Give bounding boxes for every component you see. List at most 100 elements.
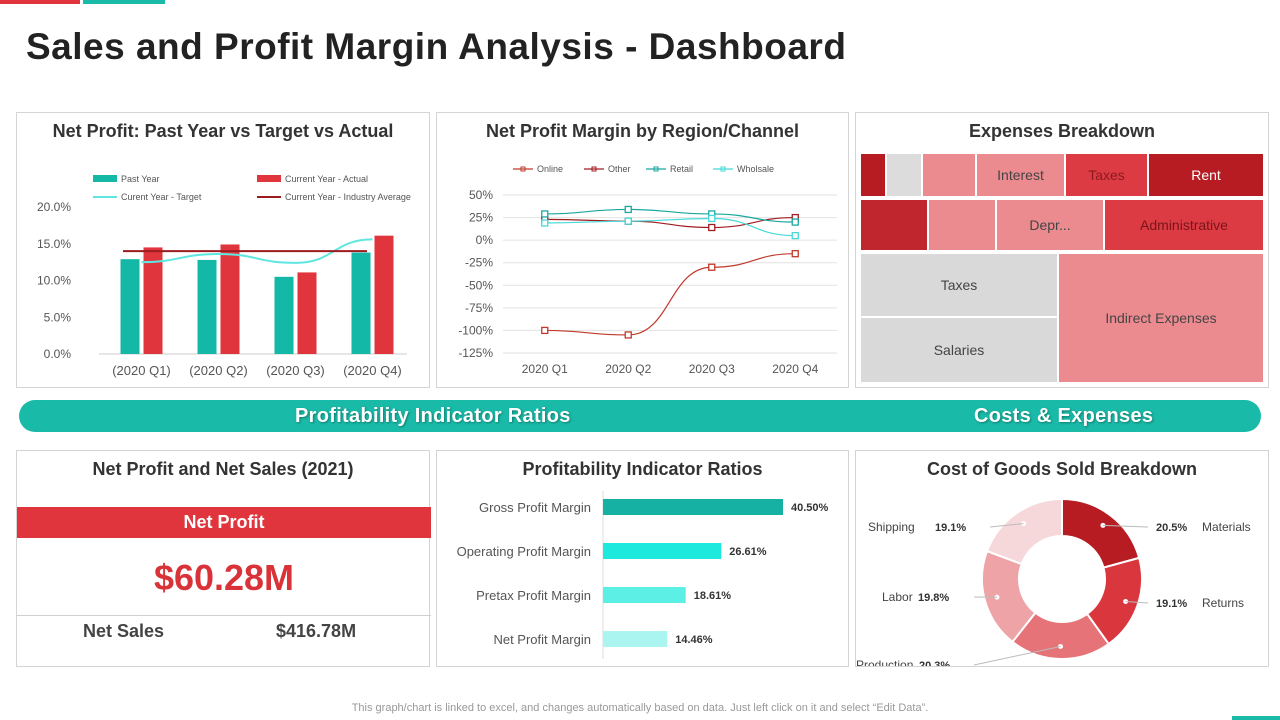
bar-past-year bbox=[274, 276, 294, 354]
data-label: 20.3% bbox=[919, 660, 950, 666]
page-title: Sales and Profit Margin Analysis - Dashb… bbox=[26, 26, 847, 67]
treemap-cell-interest: Interest bbox=[976, 153, 1065, 197]
leader-line-production bbox=[973, 645, 1061, 666]
data-label: 26.61% bbox=[729, 546, 767, 558]
legend-swatch-current-year-actual bbox=[257, 175, 281, 182]
category-label: Operating Profit Margin bbox=[457, 544, 591, 559]
cogs-chart: 20.5% Materials 19.1% Returns Production 20.3… bbox=[856, 497, 1251, 666]
slice-dot-returns bbox=[1123, 599, 1129, 605]
treemap-label-salaries: Salaries bbox=[933, 342, 985, 358]
banner-right-label: Costs & Expenses bbox=[974, 405, 1154, 427]
y-tick-label: 5.0% bbox=[44, 310, 72, 324]
treemap-cell-taxes-top: Taxes bbox=[1065, 153, 1148, 197]
treemap-label-interest: Interest bbox=[997, 167, 1044, 183]
treemap-label-depr: Depr... bbox=[1029, 217, 1071, 233]
slice-materials bbox=[1061, 497, 1141, 569]
slice-label: Labor bbox=[882, 590, 913, 604]
y-tick-label: 50% bbox=[469, 188, 493, 202]
x-tick-label: (2020 Q4) bbox=[343, 363, 402, 378]
legend-marker-online bbox=[520, 166, 526, 172]
y-tick-label: 0% bbox=[476, 233, 494, 247]
treemap-cell-depr: Depr... bbox=[996, 199, 1104, 251]
legend-label-past-year: Past Year bbox=[121, 174, 160, 184]
data-label: 19.8% bbox=[918, 592, 949, 604]
top-accent-teal bbox=[83, 0, 165, 4]
x-tick-label: (2020 Q3) bbox=[266, 363, 325, 378]
treemap-label-taxes-top: Taxes bbox=[1088, 167, 1125, 183]
data-label: 14.46% bbox=[675, 634, 713, 646]
net-sales-card-title: Net Profit and Net Sales (2021) bbox=[92, 459, 354, 479]
category-label: Pretax Profit Margin bbox=[476, 588, 591, 603]
treemap-label-taxes: Taxes bbox=[940, 277, 978, 293]
y-tick-label: -50% bbox=[465, 278, 493, 292]
line-wholsale bbox=[544, 217, 796, 237]
legend-marker-retail bbox=[653, 166, 659, 172]
net-profit-label-bar: Net Profit bbox=[17, 507, 431, 538]
point-retail bbox=[624, 205, 632, 214]
treemap-cell-salaries: Salaries bbox=[860, 317, 1058, 383]
top-accent-red bbox=[0, 0, 80, 4]
slice-dot-materials bbox=[1100, 522, 1106, 528]
point-wholsale bbox=[541, 219, 549, 227]
slice-dot-shipping bbox=[1020, 521, 1026, 527]
ratios-chart-title: Profitability Indicator Ratios bbox=[522, 459, 763, 479]
slice-shipping bbox=[985, 497, 1063, 566]
leader-line-materials bbox=[1102, 524, 1149, 528]
section-banner: Profitability Indicator Ratios Costs & E… bbox=[19, 400, 1261, 432]
point-retail bbox=[791, 218, 799, 226]
ratios-chart: Gross Profit Margin 40.50% Operating Profi… bbox=[457, 491, 829, 659]
cogs-card: Cost of Goods Sold Breakdown 20.5% Materi… bbox=[855, 450, 1269, 667]
treemap-cell-taxes: Taxes bbox=[860, 253, 1058, 317]
legend-label-current-year-industry-average: Current Year - Industry Average bbox=[285, 192, 411, 202]
point-online bbox=[708, 263, 716, 271]
y-tick-label: 10.0% bbox=[37, 274, 71, 288]
slice-label: Materials bbox=[1202, 520, 1251, 534]
bar-operating-profit-margin bbox=[603, 543, 722, 559]
net-profit-chart-title: Net Profit: Past Year vs Target vs Actua… bbox=[52, 121, 394, 141]
slice-label: Returns bbox=[1202, 596, 1244, 610]
legend-label-other: Other bbox=[608, 164, 631, 174]
legend-marker-wholsale bbox=[720, 166, 726, 172]
y-tick-label: 25% bbox=[469, 211, 493, 225]
legend-label-retail: Retail bbox=[670, 164, 693, 174]
bar-past-year bbox=[351, 252, 371, 354]
leader-line-returns bbox=[1125, 601, 1149, 604]
expenses-card: Expenses Breakdown Interest Taxes Rent D… bbox=[855, 112, 1269, 388]
point-online bbox=[624, 331, 632, 339]
net-profit-chart: Past Year Current Year - Actual Curent Yea… bbox=[37, 174, 411, 378]
treemap-cell-administrative: Administrative bbox=[1104, 199, 1264, 251]
y-tick-label: 15.0% bbox=[37, 237, 71, 251]
legend-swatch-past-year bbox=[93, 175, 117, 182]
x-tick-label: (2020 Q2) bbox=[189, 363, 248, 378]
line-curent-year-target bbox=[141, 238, 373, 264]
y-tick-label: -100% bbox=[458, 323, 493, 337]
slice-label: Shipping bbox=[868, 520, 915, 534]
bar-current-year-actual bbox=[220, 244, 240, 354]
y-tick-label: 20.0% bbox=[37, 200, 71, 214]
point-wholsale bbox=[708, 214, 716, 223]
margin-region-chart: Online Other Retail Wholsale -125% -100% -75% -… bbox=[458, 164, 837, 376]
legend-label-curent-year-target: Curent Year - Target bbox=[121, 192, 202, 202]
point-retail bbox=[541, 210, 549, 218]
banner-left-label: Profitability Indicator Ratios bbox=[295, 405, 571, 427]
net-sales-label: Net Sales bbox=[83, 621, 165, 641]
treemap-cell-small-2 bbox=[886, 153, 922, 197]
bar-past-year bbox=[197, 259, 217, 354]
line-other bbox=[544, 216, 796, 229]
treemap-cell-small-4 bbox=[860, 199, 928, 251]
category-label: Net Profit Margin bbox=[493, 632, 591, 647]
data-label: 40.50% bbox=[791, 502, 829, 514]
treemap-cell-indirect-expenses: Indirect Expenses bbox=[1058, 253, 1264, 383]
line-retail bbox=[544, 208, 796, 223]
x-tick-label: 2020 Q2 bbox=[605, 362, 651, 376]
legend-label-wholsale: Wholsale bbox=[737, 164, 774, 174]
legend-label-current-year-actual: Current Year - Actual bbox=[285, 174, 368, 184]
bar-current-year-actual bbox=[143, 247, 163, 354]
category-label: Gross Profit Margin bbox=[479, 500, 591, 515]
bar-pretax-profit-margin bbox=[603, 587, 686, 603]
bar-gross-profit-margin bbox=[603, 499, 783, 515]
x-tick-label: (2020 Q1) bbox=[112, 363, 171, 378]
bar-current-year-actual bbox=[374, 235, 394, 354]
point-online bbox=[541, 326, 549, 335]
x-tick-label: 2020 Q1 bbox=[522, 362, 568, 376]
